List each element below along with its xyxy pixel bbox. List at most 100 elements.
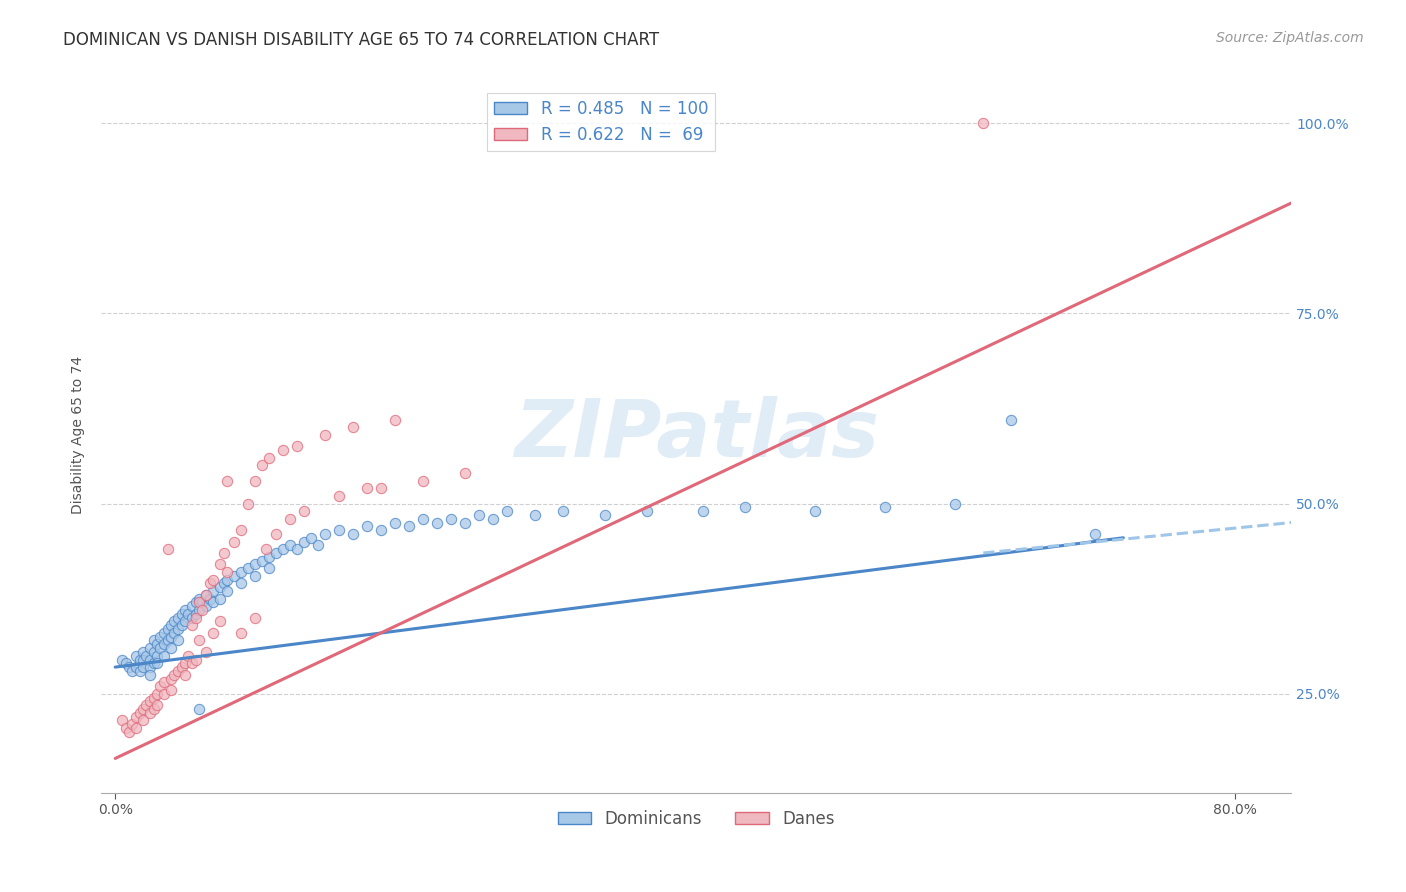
Point [734, 500, 756, 515]
Point [181, 599, 204, 614]
Point [214, 576, 236, 591]
Point [160, 682, 183, 697]
Point [342, 527, 364, 541]
Point [121, 717, 143, 731]
Point [328, 523, 350, 537]
Text: ZIPatlas: ZIPatlas [513, 396, 879, 474]
Point [440, 512, 463, 526]
Point [524, 508, 547, 522]
Point [157, 542, 180, 557]
Point [177, 607, 200, 621]
Point [496, 504, 519, 518]
Point [167, 622, 190, 636]
Point [412, 512, 434, 526]
Point [200, 576, 222, 591]
Point [257, 561, 280, 575]
Point [314, 527, 336, 541]
Point [129, 652, 152, 666]
Point [209, 591, 232, 606]
Point [172, 660, 194, 674]
Point [132, 714, 155, 728]
Point [132, 702, 155, 716]
Point [195, 588, 218, 602]
Point [231, 625, 253, 640]
Point [200, 591, 222, 606]
Point [172, 618, 194, 632]
Point [118, 724, 141, 739]
Point [174, 657, 197, 671]
Point [181, 618, 204, 632]
Point [181, 610, 204, 624]
Point [217, 573, 239, 587]
Point [1000, 413, 1022, 427]
Point [342, 420, 364, 434]
Point [804, 504, 827, 518]
Point [125, 648, 148, 663]
Point [264, 546, 287, 560]
Point [139, 694, 162, 708]
Point [384, 516, 406, 530]
Point [174, 603, 197, 617]
Point [875, 500, 897, 515]
Point [224, 534, 246, 549]
Point [384, 413, 406, 427]
Point [181, 657, 204, 671]
Point [209, 615, 232, 629]
Point [195, 645, 218, 659]
Point [167, 664, 190, 678]
Point [238, 561, 260, 575]
Point [454, 466, 477, 480]
Point [245, 569, 267, 583]
Point [257, 549, 280, 564]
Point [149, 679, 172, 693]
Y-axis label: Disability Age 65 to 74: Disability Age 65 to 74 [72, 356, 86, 514]
Point [692, 504, 714, 518]
Point [186, 595, 208, 609]
Point [271, 542, 294, 557]
Point [153, 637, 176, 651]
Point [1084, 527, 1107, 541]
Point [111, 714, 134, 728]
Point [217, 565, 239, 579]
Point [328, 489, 350, 503]
Point [125, 721, 148, 735]
Point [636, 504, 658, 518]
Point [285, 440, 308, 454]
Point [132, 660, 155, 674]
Point [174, 667, 197, 681]
Point [149, 630, 172, 644]
Point [139, 660, 162, 674]
Point [553, 504, 575, 518]
Legend: Dominicans, Danes: Dominicans, Danes [551, 803, 841, 834]
Point [314, 428, 336, 442]
Point [231, 565, 253, 579]
Point [245, 558, 267, 572]
Point [202, 595, 225, 609]
Point [209, 558, 232, 572]
Point [143, 633, 166, 648]
Point [143, 702, 166, 716]
Point [174, 615, 197, 629]
Point [139, 652, 162, 666]
Point [454, 516, 477, 530]
Point [257, 450, 280, 465]
Point [245, 610, 267, 624]
Point [146, 698, 169, 713]
Point [139, 706, 162, 720]
Point [157, 622, 180, 636]
Point [292, 504, 315, 518]
Point [163, 625, 186, 640]
Point [146, 657, 169, 671]
Point [412, 474, 434, 488]
Point [224, 569, 246, 583]
Point [143, 690, 166, 705]
Point [160, 630, 183, 644]
Point [160, 672, 183, 686]
Point [254, 542, 277, 557]
Point [278, 512, 301, 526]
Point [163, 615, 186, 629]
Point [160, 641, 183, 656]
Point [139, 667, 162, 681]
Point [186, 652, 208, 666]
Point [135, 698, 157, 713]
